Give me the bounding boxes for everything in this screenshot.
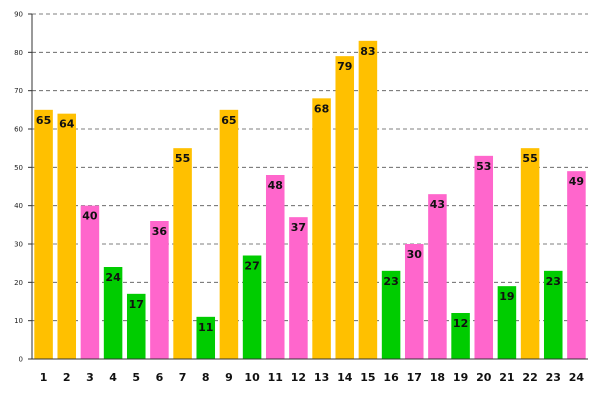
bar (451, 313, 470, 359)
data-label: 53 (476, 160, 491, 173)
bar (34, 109, 53, 359)
bar (219, 109, 239, 359)
bar (80, 205, 100, 359)
x-tick-label: 18 (430, 371, 445, 384)
x-tick-label: 2 (63, 371, 71, 384)
x-tick-label: 22 (522, 371, 537, 384)
y-tick-label: 50 (14, 164, 23, 172)
data-label: 49 (569, 175, 584, 188)
y-tick-label: 40 (14, 202, 23, 210)
x-axis-ticks: 1 2 3 4 5 6 7 8 9 10 11 12 13 14 15 16 17 18 19 20 21 22 23 24 (40, 371, 585, 384)
x-tick-label: 1 (40, 371, 48, 384)
y-tick-label: 30 (14, 241, 23, 249)
x-tick-label: 16 (383, 371, 399, 384)
x-tick-label: 20 (476, 371, 492, 384)
data-label: 55 (175, 152, 190, 165)
bar (520, 148, 540, 359)
bar (265, 175, 285, 359)
bar (335, 56, 355, 360)
bar (150, 221, 169, 359)
x-tick-label: 17 (407, 371, 422, 384)
bar (196, 316, 216, 359)
data-label: 65 (36, 114, 51, 127)
data-label: 12 (453, 317, 468, 330)
bar (173, 148, 192, 359)
data-label: 68 (314, 102, 329, 115)
bar (312, 98, 331, 359)
data-label: 23 (383, 275, 398, 288)
y-tick-label: 70 (14, 87, 23, 95)
bar (404, 244, 424, 359)
x-tick-label: 8 (202, 371, 210, 384)
data-label: 27 (244, 260, 259, 273)
bar (381, 270, 401, 359)
bar (358, 40, 378, 359)
data-label: 40 (82, 210, 98, 223)
x-tick-label: 23 (546, 371, 561, 384)
data-label: 11 (198, 321, 213, 334)
y-tick-label: 0 (19, 356, 23, 364)
x-tick-label: 3 (86, 371, 94, 384)
data-label: 37 (291, 221, 306, 234)
data-label: 30 (407, 248, 423, 261)
x-tick-label: 21 (499, 371, 514, 384)
data-label: 43 (430, 198, 445, 211)
x-tick-label: 11 (268, 371, 283, 384)
bar (57, 113, 77, 360)
x-tick-label: 19 (453, 371, 468, 384)
x-tick-label: 6 (156, 371, 164, 384)
data-label: 83 (360, 45, 375, 58)
gridlines (32, 13, 588, 322)
y-axis-ticks: 0 10 20 30 40 50 60 70 80 90 (14, 11, 32, 364)
y-tick-label: 90 (14, 11, 23, 19)
x-tick-label: 15 (360, 371, 375, 384)
bars (34, 40, 586, 360)
bar (428, 194, 447, 359)
bar (289, 217, 308, 359)
y-tick-label: 60 (14, 126, 23, 134)
x-tick-label: 24 (569, 371, 585, 384)
data-labels: 65 64 40 24 17 36 55 11 65 27 48 37 68 79 83 23 30 43 12 53… (36, 45, 584, 334)
x-tick-label: 14 (337, 371, 353, 384)
data-label: 23 (546, 275, 561, 288)
data-label: 65 (221, 114, 236, 127)
x-tick-label: 9 (225, 371, 233, 384)
data-label: 48 (268, 179, 283, 192)
x-tick-label: 10 (244, 371, 260, 384)
y-tick-label: 10 (14, 317, 23, 325)
data-label: 36 (152, 225, 168, 238)
x-tick-label: 5 (132, 371, 140, 384)
x-tick-label: 4 (109, 371, 117, 384)
y-tick-label: 80 (14, 49, 23, 57)
bar (567, 171, 586, 359)
bar (497, 286, 517, 359)
y-tick-label: 20 (14, 279, 23, 287)
bar (543, 270, 563, 359)
data-label: 19 (499, 290, 514, 303)
data-label: 17 (129, 298, 144, 311)
bar (242, 255, 262, 359)
data-label: 79 (337, 60, 352, 73)
bar (103, 267, 123, 359)
bar (126, 293, 146, 359)
bar (474, 155, 494, 359)
data-label: 64 (59, 118, 75, 131)
data-label: 55 (522, 152, 537, 165)
x-tick-label: 12 (291, 371, 306, 384)
data-label: 24 (105, 271, 121, 284)
x-tick-label: 13 (314, 371, 329, 384)
x-tick-label: 7 (179, 371, 187, 384)
